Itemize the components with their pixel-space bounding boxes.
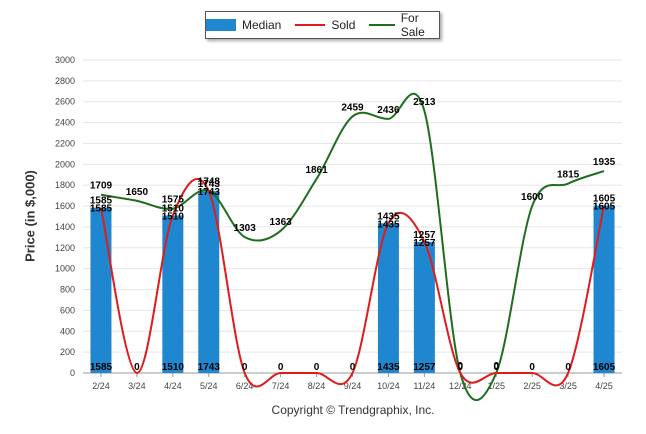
data-label-for-sale: 0 (493, 361, 499, 372)
copyright-text: Copyright © Trendgraphix, Inc. (271, 403, 435, 417)
y-tick-label: 3000 (55, 55, 75, 65)
y-tick-label: 2000 (55, 159, 75, 169)
data-label-median-bottom: 0 (242, 362, 248, 373)
legend-item-for-sale[interactable]: For Sale (369, 11, 439, 39)
data-label-for-sale: 2513 (413, 97, 436, 108)
data-label-sold: 1257 (413, 230, 436, 241)
data-label-median-bottom: 0 (278, 362, 284, 373)
y-tick-label: 2800 (55, 76, 75, 86)
data-label-for-sale: 1650 (126, 187, 149, 198)
x-tick-label: 6/24 (236, 381, 254, 391)
data-label-median: 1510 (162, 211, 185, 222)
y-tick-label: 1000 (55, 264, 75, 274)
legend: Median Sold For Sale (205, 11, 440, 39)
data-label-for-sale: 2436 (377, 105, 400, 116)
data-label-median-bottom: 1257 (413, 362, 436, 373)
bar-median (593, 205, 615, 373)
y-tick-label: 2600 (55, 97, 75, 107)
data-label-for-sale: 0 (458, 361, 464, 372)
data-label-median: 1585 (90, 204, 113, 215)
data-label-median: 1257 (413, 238, 436, 249)
x-tick-label: 5/24 (200, 381, 218, 391)
data-label-median-bottom: 1510 (162, 362, 185, 373)
y-tick-label: 0 (70, 368, 75, 378)
data-label-median-bottom: 0 (529, 362, 535, 373)
y-tick-label: 1400 (55, 222, 75, 232)
data-label-median: 1435 (377, 219, 400, 230)
legend-label-sold: Sold (331, 18, 356, 32)
x-tick-label: 11/24 (413, 381, 435, 391)
data-label-median-bottom: 1605 (593, 362, 616, 373)
bar-median (162, 215, 184, 373)
x-tick-label: 4/24 (164, 381, 182, 391)
data-label-sold: 1585 (90, 196, 113, 207)
bar-median (413, 241, 435, 373)
data-label-median-bottom: 0 (565, 362, 571, 373)
data-label-sold: 1510 (162, 203, 185, 214)
legend-swatch-median (206, 19, 236, 31)
x-tick-label: 7/24 (272, 381, 290, 391)
data-label-for-sale: 1935 (593, 157, 616, 168)
y-tick-label: 1800 (55, 180, 75, 190)
data-label-median-bottom: 1743 (198, 362, 221, 373)
data-label-median-bottom: 0 (350, 362, 356, 373)
data-label-median-bottom: 0 (493, 362, 499, 373)
legend-swatch-for-sale (369, 24, 395, 26)
y-tick-label: 400 (60, 326, 75, 336)
y-tick-label: 200 (60, 347, 75, 357)
data-label-for-sale: 1861 (305, 165, 328, 176)
y-tick-label: 1600 (55, 201, 75, 211)
y-tick-label: 2400 (55, 118, 75, 128)
data-label-median-bottom: 0 (458, 362, 464, 373)
data-label-for-sale: 2459 (341, 102, 364, 113)
data-label-sold: 1435 (377, 211, 400, 222)
x-tick-label: 2/25 (523, 381, 541, 391)
y-tick-label: 800 (60, 285, 75, 295)
data-label-median-bottom: 1435 (377, 362, 400, 373)
data-label-median: 1605 (593, 202, 616, 213)
y-tick-label: 2200 (55, 138, 75, 148)
legend-item-median[interactable]: Median (206, 18, 281, 32)
data-label-for-sale: 1815 (557, 170, 580, 181)
x-tick-label: 3/25 (559, 381, 577, 391)
bar-median (198, 191, 220, 373)
x-tick-label: 4/25 (595, 381, 613, 391)
data-label-median-bottom: 0 (134, 362, 140, 373)
line-for-sale (100, 92, 605, 401)
data-label-median-bottom: 0 (314, 362, 320, 373)
y-tick-label: 600 (60, 305, 75, 315)
data-label-for-sale: 1709 (90, 181, 113, 192)
legend-swatch-sold (295, 24, 326, 26)
x-tick-label: 2/24 (92, 381, 110, 391)
data-label-median: 1743 (198, 187, 221, 198)
legend-item-sold[interactable]: Sold (295, 18, 355, 32)
data-label-for-sale: 1303 (234, 223, 257, 234)
data-label-for-sale: 1363 (270, 217, 293, 228)
bar-median (377, 223, 399, 373)
x-tick-label: 12/24 (449, 381, 472, 391)
legend-label-median: Median (242, 18, 282, 32)
x-tick-label: 1/25 (487, 381, 505, 391)
data-label-for-sale: 1748 (198, 177, 221, 188)
line-sold (99, 178, 606, 388)
x-tick-label: 9/24 (344, 381, 362, 391)
data-label-sold: 1605 (593, 194, 616, 205)
data-label-median-bottom: 1585 (90, 362, 113, 373)
x-tick-label: 3/24 (128, 381, 146, 391)
x-tick-label: 8/24 (308, 381, 326, 391)
legend-label-for-sale: For Sale (400, 11, 425, 39)
x-tick-label: 10/24 (377, 381, 400, 391)
y-axis-title: Price (in $,000) (22, 170, 38, 262)
data-label-for-sale: 1600 (521, 192, 544, 203)
data-label-for-sale: 1575 (162, 195, 185, 206)
data-label-sold: 1743 (198, 179, 221, 190)
y-tick-label: 1200 (55, 243, 75, 253)
bar-median (90, 207, 112, 373)
